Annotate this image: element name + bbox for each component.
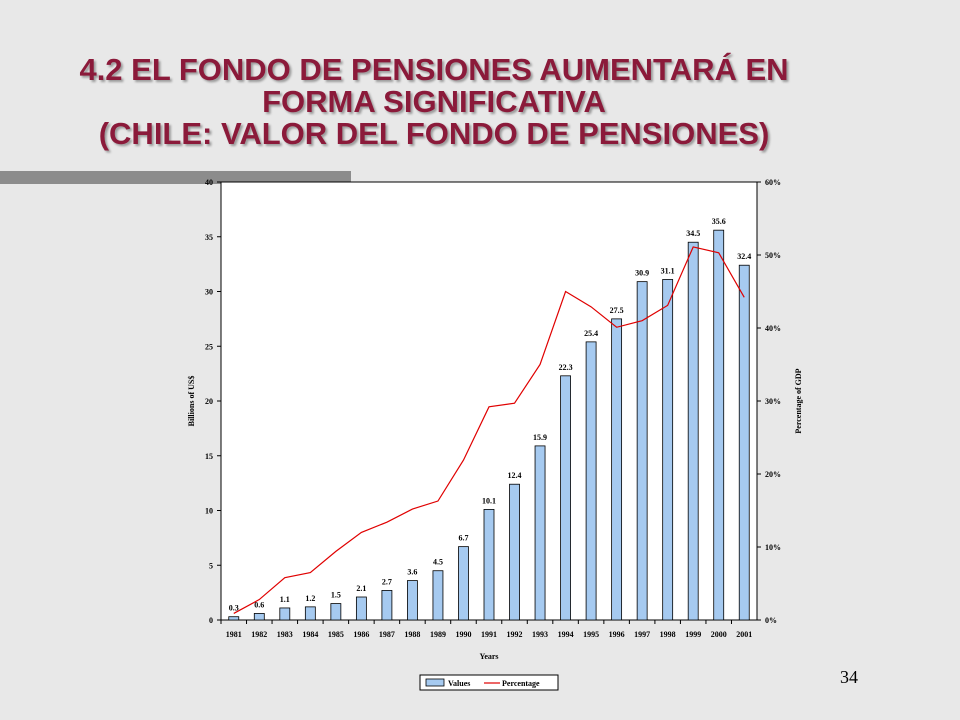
title-line-2: FORMA SIGNIFICATIVA <box>262 84 606 119</box>
right-axis-tick-label: 10% <box>765 543 781 552</box>
x-tick-label: 1988 <box>404 630 420 639</box>
legend-label-percentage: Percentage <box>502 679 540 688</box>
right-axis-tick-label: 30% <box>765 397 781 406</box>
left-axis-tick-label: 0 <box>209 616 213 625</box>
bar-value-label: 0.3 <box>229 604 239 613</box>
bar-value-label: 30.9 <box>635 269 649 278</box>
x-tick-label: 1995 <box>583 630 599 639</box>
bar-value-label: 15.9 <box>533 433 547 442</box>
bar-1984 <box>304 606 316 621</box>
x-tick-label: 1986 <box>353 630 369 639</box>
x-tick-label: 1993 <box>532 630 548 639</box>
bar-value-label: 34.5 <box>686 229 700 238</box>
x-tick-label: 1983 <box>277 630 293 639</box>
bar-1985 <box>330 603 342 621</box>
left-axis-tick-label: 10 <box>205 507 213 516</box>
bar-1981 <box>228 616 240 621</box>
bar-1987 <box>381 590 393 621</box>
bar-value-label: 10.1 <box>482 496 496 505</box>
x-axis-title: Years <box>479 652 498 661</box>
right-axis-tick-label: 20% <box>765 470 781 479</box>
legend-bar-swatch <box>425 678 445 687</box>
bar-value-label: 6.7 <box>458 534 468 543</box>
left-axis-tick-label: 20 <box>205 397 213 406</box>
x-tick-label: 1985 <box>328 630 344 639</box>
x-tick-label: 1989 <box>430 630 446 639</box>
bar-value-label: 1.2 <box>305 594 315 603</box>
bar-1998 <box>662 279 674 621</box>
bar-value-label: 35.6 <box>712 217 726 226</box>
legend-label-values: Values <box>448 679 470 688</box>
bar-2001 <box>738 264 750 621</box>
right-axis-tick-label: 50% <box>765 251 781 260</box>
left-axis-tick-label: 40 <box>205 178 213 187</box>
bar-1999 <box>687 241 699 621</box>
x-tick-label: 1998 <box>660 630 676 639</box>
bar-1995 <box>585 341 597 621</box>
bar-1996 <box>611 318 623 621</box>
bar-1986 <box>355 596 367 621</box>
bar-2000 <box>713 229 725 621</box>
bar-value-label: 1.5 <box>331 591 341 600</box>
bar-value-label: 32.4 <box>737 252 751 261</box>
bar-value-label: 3.6 <box>407 568 417 577</box>
bar-value-label: 2.7 <box>382 577 392 586</box>
right-axis-tick-label: 0% <box>765 616 777 625</box>
x-tick-label: 1994 <box>558 630 574 639</box>
left-axis-tick-label: 5 <box>209 561 213 570</box>
left-axis-title: Billions of US$ <box>187 376 196 427</box>
bar-1994 <box>560 375 571 621</box>
x-tick-label: 2001 <box>736 630 752 639</box>
x-tick-label: 1996 <box>609 630 625 639</box>
bar-value-label: 4.5 <box>433 558 443 567</box>
bar-value-label: 22.3 <box>559 363 573 372</box>
bar-1993 <box>534 445 546 621</box>
bar-value-label: 12.4 <box>508 471 522 480</box>
x-tick-label: 1992 <box>507 630 523 639</box>
x-tick-label: 1987 <box>379 630 395 639</box>
title-underline-bar <box>0 171 351 184</box>
x-tick-label: 1982 <box>251 630 267 639</box>
bar-1991 <box>483 509 495 621</box>
right-axis-tick-label: 40% <box>765 324 781 333</box>
x-tick-label: 1984 <box>302 630 318 639</box>
x-tick-label: 1999 <box>685 630 701 639</box>
x-tick-label: 1981 <box>226 630 242 639</box>
bar-1989 <box>432 570 444 621</box>
bar-value-label: 27.5 <box>610 306 624 315</box>
bar-1992 <box>509 483 520 621</box>
x-tick-label: 1990 <box>455 630 471 639</box>
bar-value-label: 0.6 <box>254 600 264 609</box>
bar-value-label: 25.4 <box>584 329 598 338</box>
left-axis-tick-label: 35 <box>205 233 213 242</box>
bar-1988 <box>407 580 418 621</box>
bar-1997 <box>636 281 648 621</box>
bar-1990 <box>458 546 469 621</box>
title-line-3: (CHILE: VALOR DEL FONDO DE PENSIONES) <box>98 116 770 151</box>
right-axis-title: Percentage of GDP <box>794 368 803 433</box>
bar-value-label: 1.1 <box>280 595 290 604</box>
slide-title: 4.2 EL FONDO DE PENSIONES AUMENTARÁ EN F… <box>0 54 868 150</box>
percentage-line <box>233 246 745 614</box>
left-axis-tick-label: 15 <box>205 452 213 461</box>
x-tick-label: 1991 <box>481 630 497 639</box>
x-tick-label: 1997 <box>634 630 650 639</box>
right-axis-tick-label: 60% <box>765 178 781 187</box>
x-tick-label: 2000 <box>711 630 727 639</box>
left-axis-tick-label: 25 <box>205 342 213 351</box>
left-axis-tick-label: 30 <box>205 288 213 297</box>
page-number: 34 <box>840 667 858 687</box>
bar-value-label: 31.1 <box>661 266 675 275</box>
bar-1982 <box>253 613 265 621</box>
bar-value-label: 2.1 <box>356 584 366 593</box>
bar-1983 <box>279 607 291 621</box>
title-line-1: 4.2 EL FONDO DE PENSIONES AUMENTARÁ EN <box>79 52 789 87</box>
